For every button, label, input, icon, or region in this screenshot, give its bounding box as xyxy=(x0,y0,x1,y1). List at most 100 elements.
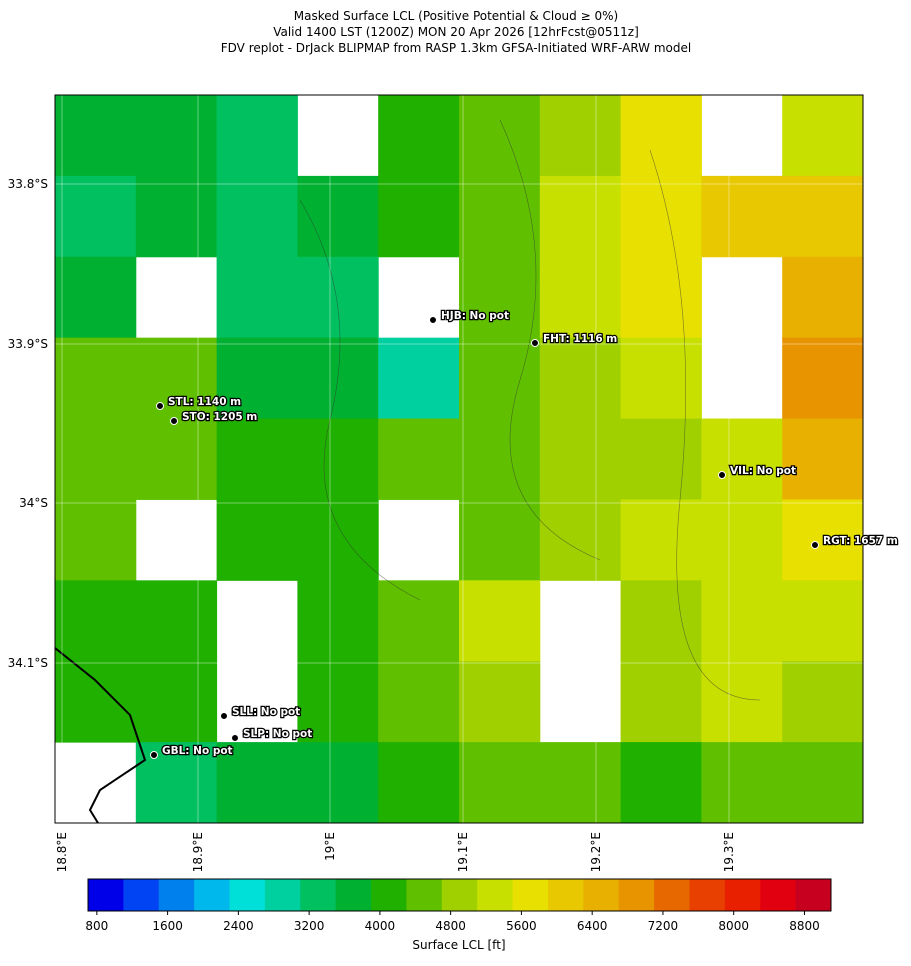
station-dot xyxy=(531,339,539,347)
colorbar-bin xyxy=(371,879,407,911)
colorbar-bin xyxy=(724,879,761,911)
lcl-cell xyxy=(135,661,218,743)
lcl-cell xyxy=(55,418,137,500)
station-dot xyxy=(231,734,239,742)
lcl-cell xyxy=(539,175,622,258)
colorbar-tick-label: 4000 xyxy=(365,919,396,933)
station-label: SLP: No pot xyxy=(243,728,312,740)
station-label: FHT: 1116 m xyxy=(543,333,617,345)
lcl-cell xyxy=(297,742,379,824)
colorbar-bin xyxy=(760,879,797,911)
colorbar-tick-label: 2400 xyxy=(223,919,254,933)
colorbar-bin xyxy=(654,879,690,911)
lcl-cell xyxy=(216,95,298,177)
stations: HJB: No pot FHT: 1116 m STL: 1140 m STO: 12… xyxy=(150,309,899,759)
lcl-cell xyxy=(216,256,298,339)
map-frame xyxy=(54,94,864,824)
lon-label: 19.2°E xyxy=(589,832,603,872)
lcl-cell xyxy=(539,95,622,177)
lcl-cell xyxy=(135,580,218,662)
lcl-cell xyxy=(701,580,783,662)
lcl-cell xyxy=(378,337,460,420)
lcl-cell xyxy=(135,337,218,420)
station-dot xyxy=(429,316,437,324)
station-dot xyxy=(718,471,726,479)
lcl-cell xyxy=(782,742,864,824)
lcl-cell xyxy=(459,661,541,743)
lcl-cell xyxy=(539,256,622,339)
lon-label: 19.1°E xyxy=(456,832,470,872)
lat-label: 33.8°S xyxy=(8,177,48,191)
lcl-cell xyxy=(216,418,298,500)
lcl-cell xyxy=(782,175,864,258)
lcl-cell xyxy=(459,337,541,420)
lcl-cell xyxy=(459,95,541,177)
colorbar-bin xyxy=(194,879,231,911)
lcl-cell xyxy=(459,580,541,662)
lcl-cell xyxy=(55,661,137,743)
lcl-cell xyxy=(216,742,298,824)
lcl-cell xyxy=(701,661,783,743)
lcl-cell xyxy=(620,580,702,662)
station-label: STO: 1205 m xyxy=(182,411,257,423)
lcl-cell xyxy=(55,580,137,662)
lcl-cell xyxy=(297,256,379,339)
lon-label: 18.8°E xyxy=(55,832,69,872)
station-dot xyxy=(220,712,228,720)
lon-label: 18.9°E xyxy=(191,832,205,872)
colorbar-frame xyxy=(87,878,832,912)
colorbar-bin xyxy=(547,879,584,911)
lcl-cell xyxy=(620,256,702,339)
lcl-cell xyxy=(297,175,379,258)
lcl-cell xyxy=(378,95,460,177)
coastline xyxy=(54,647,147,824)
colorbar-bin xyxy=(689,879,726,911)
lcl-cell xyxy=(55,499,137,581)
lcl-cell xyxy=(378,580,460,662)
title-line: Valid 1400 LST (1200Z) MON 20 Apr 2026 [… xyxy=(273,25,639,39)
lcl-cell xyxy=(216,175,298,258)
lcl-cell xyxy=(620,499,702,581)
colorbar-bin xyxy=(795,879,832,911)
lcl-cell xyxy=(782,256,864,339)
lcl-cell xyxy=(459,742,541,824)
lcl-cell xyxy=(55,95,137,177)
lcl-cell xyxy=(539,499,622,581)
lcl-cell xyxy=(782,418,864,500)
title-line: FDV replot - DrJack BLIPMAP from RASP 1.… xyxy=(221,41,691,55)
colorbar-tick-label: 5600 xyxy=(506,919,537,933)
lcl-cell xyxy=(782,499,864,581)
colorbar-tick-label: 3200 xyxy=(294,919,325,933)
lcl-cell xyxy=(701,418,783,500)
lcl-cell xyxy=(782,337,864,420)
station-label: STL: 1140 m xyxy=(168,396,241,408)
lcl-cell xyxy=(459,418,541,500)
lon-label: 19°E xyxy=(323,832,337,861)
lcl-cell xyxy=(55,337,137,420)
colorbar-bin xyxy=(158,879,195,911)
lcl-cell xyxy=(135,418,218,500)
colorbar-bin xyxy=(618,879,655,911)
colorbar-tick-label: 800 xyxy=(85,919,108,933)
station-label: GBL: No pot xyxy=(162,745,233,757)
colorbar-bin xyxy=(441,879,478,911)
lcl-cell xyxy=(620,337,702,420)
colorbar-bin xyxy=(229,879,266,911)
colorbar-tick-label: 4800 xyxy=(435,919,466,933)
station-label: RGT: 1657 m xyxy=(823,535,898,547)
station-label: HJB: No pot xyxy=(441,310,509,322)
colorbar-tick-label: 6400 xyxy=(577,919,608,933)
lcl-cell xyxy=(701,175,783,258)
lcl-cell xyxy=(539,742,622,824)
lcl-cell xyxy=(297,661,379,743)
lcl-cell xyxy=(297,418,379,500)
station-label: VIL: No pot xyxy=(730,465,796,477)
lcl-cell xyxy=(620,175,702,258)
lcl-cell xyxy=(55,256,137,339)
lat-label: 34.1°S xyxy=(8,656,48,670)
lat-label: 34°S xyxy=(19,496,48,510)
raster xyxy=(55,95,864,824)
lcl-cell xyxy=(55,175,137,258)
lcl-cell xyxy=(378,175,460,258)
